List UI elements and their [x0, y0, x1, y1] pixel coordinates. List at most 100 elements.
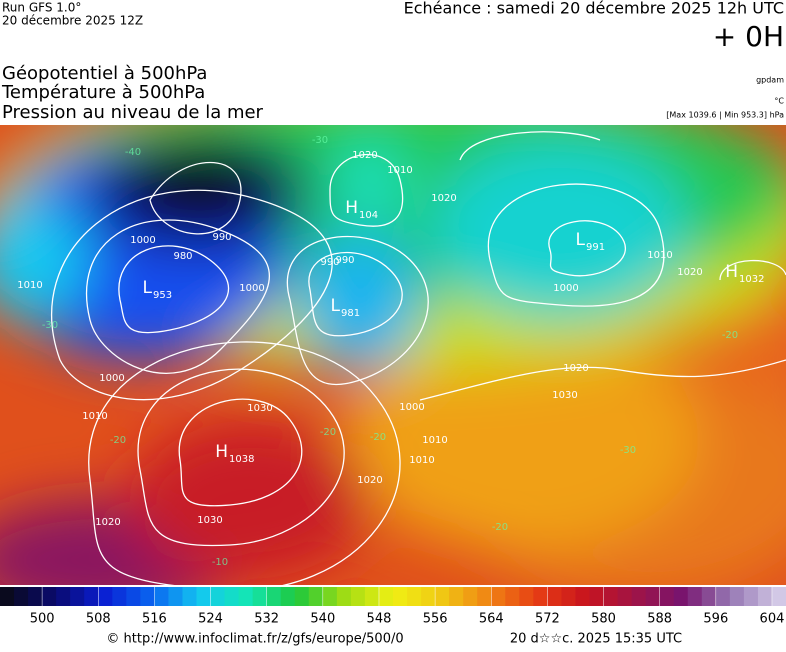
- temperature-label: -40: [125, 147, 141, 158]
- source: © http://www.infoclimat.fr/z/gfs/europe/…: [106, 632, 403, 647]
- center-value: 1038: [229, 454, 254, 465]
- scale-swatch: [210, 587, 226, 606]
- scale-label: 508: [86, 612, 111, 627]
- isobar-label: 1010: [82, 411, 107, 422]
- temperature-label: -30: [620, 445, 636, 456]
- color-scale: 500 508 516 524 532 540 548 556 564 572 580 588 596 6…: [0, 587, 786, 627]
- title-2: Température à 500hPa: [1, 82, 205, 103]
- scale-swatch: [70, 587, 85, 606]
- scale-swatch: [308, 587, 324, 606]
- title-3: Pression au niveau de la mer: [2, 102, 264, 123]
- scale-swatch: [336, 587, 352, 606]
- scale-swatch: [463, 587, 478, 606]
- center-value: 981: [341, 308, 360, 319]
- scale-label: 516: [142, 612, 167, 627]
- scale-swatch: [393, 587, 408, 606]
- scale-swatch: [771, 587, 786, 606]
- temperature-label: -30: [42, 320, 58, 331]
- scale-swatch: [617, 587, 633, 606]
- scale-swatch: [533, 587, 548, 606]
- scale-swatch: [56, 587, 71, 606]
- isobar-label: 1000: [553, 283, 578, 294]
- scale-label: 500: [30, 612, 55, 627]
- temperature-label: -20: [492, 522, 508, 533]
- scale-swatch: [196, 587, 212, 606]
- run-date: 20 décembre 2025 12Z: [2, 14, 143, 28]
- scale-swatch: [589, 587, 605, 606]
- isobar-label: 1020: [95, 517, 120, 528]
- scale-swatch: [687, 587, 703, 606]
- isobars: [51, 131, 786, 585]
- isobar-label: 1000: [399, 402, 424, 413]
- scale-swatch: [603, 587, 619, 606]
- isobar-label: 990: [335, 255, 354, 266]
- unit-geopotential: gpdam: [756, 76, 784, 85]
- isobar-label: 990: [320, 257, 339, 268]
- isobar-label: 1020: [431, 193, 456, 204]
- scale-swatch: [729, 587, 745, 606]
- unit-temperature: °C: [774, 97, 784, 106]
- center-value: 104: [359, 210, 378, 221]
- scale-swatch: [98, 587, 113, 606]
- valid-time: Echéance : samedi 20 décembre 2025 12h U…: [404, 0, 784, 18]
- scale-swatch: [519, 587, 534, 606]
- center-value: 1032: [739, 274, 764, 285]
- isobar-label: 1030: [247, 403, 272, 414]
- scale-label: 604: [760, 612, 785, 627]
- title-1: Géopotentiel à 500hPa: [2, 63, 207, 84]
- scale-label: 580: [591, 612, 616, 627]
- scale-swatch: [378, 587, 394, 606]
- scale-swatch: [84, 587, 99, 606]
- center-value: 953: [153, 290, 172, 301]
- generated: 20 d☆☆c. 2025 15:35 UTC: [510, 632, 682, 647]
- lead-time: + 0H: [713, 20, 784, 53]
- scale-label: 548: [367, 612, 392, 627]
- isobar-label: 1020: [563, 363, 588, 374]
- scale-swatch: [421, 587, 436, 606]
- scale-swatch: [350, 587, 366, 606]
- scale-swatch: [449, 587, 464, 606]
- scale-swatch: [757, 587, 773, 606]
- isobar-label: 1010: [387, 165, 412, 176]
- scale-label: 524: [198, 612, 223, 627]
- center-letter: L: [576, 230, 586, 250]
- isobar-label: 1000: [99, 373, 124, 384]
- scale-swatch: [224, 587, 240, 606]
- scale-swatch: [743, 587, 759, 606]
- center-letter: L: [143, 278, 153, 298]
- temperature-label: -30: [312, 135, 328, 146]
- scale-swatch: [112, 587, 127, 606]
- scale-swatch: [673, 587, 689, 606]
- scale-swatch: [280, 587, 296, 606]
- scale-swatch: [126, 587, 141, 606]
- center-letter: H: [725, 262, 738, 282]
- isobar-label: 980: [173, 251, 192, 262]
- scale-swatch: [547, 587, 562, 606]
- scale-swatch: [0, 587, 15, 606]
- isobar-label: 1000: [239, 283, 264, 294]
- center-letter: L: [331, 296, 341, 316]
- center-letter: H: [345, 198, 358, 218]
- scale-label: 532: [254, 612, 279, 627]
- scale-swatch: [182, 587, 197, 606]
- scale-swatch: [435, 587, 450, 606]
- isobar-label: 1020: [677, 267, 702, 278]
- scale-label: 572: [535, 612, 560, 627]
- scale-label: 556: [423, 612, 448, 627]
- isobar-label: 1010: [409, 455, 434, 466]
- scale-swatch: [645, 587, 661, 606]
- scale-swatch: [294, 587, 310, 606]
- scale-swatch: [42, 587, 57, 606]
- scale-swatch: [715, 587, 731, 606]
- scale-swatch: [631, 587, 647, 606]
- scale-label: 564: [479, 612, 504, 627]
- scale-swatch: [322, 587, 338, 606]
- scale-swatch: [561, 587, 576, 606]
- center-letter: H: [215, 442, 228, 462]
- scale-swatch: [238, 587, 254, 606]
- temperature-label: -10: [212, 557, 228, 568]
- temperature-label: -20: [110, 435, 126, 446]
